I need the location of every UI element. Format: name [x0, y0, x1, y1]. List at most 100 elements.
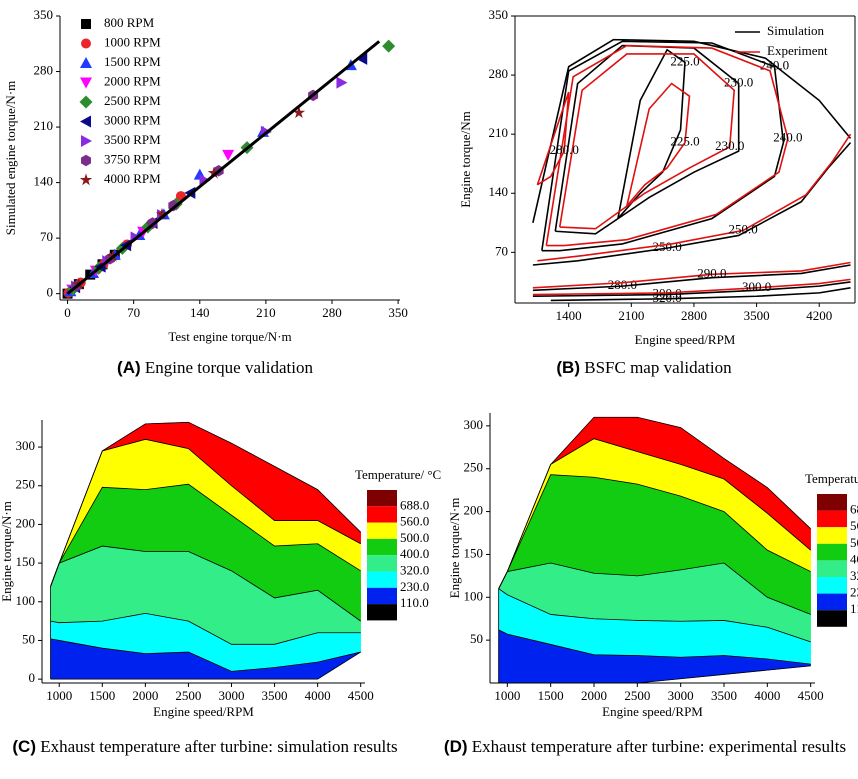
y-tick-label: 210 — [34, 118, 54, 133]
legend-label: Simulation — [767, 23, 825, 38]
legend-swatch — [367, 587, 397, 605]
legend-label: Experiment — [767, 43, 828, 58]
legend-marker — [80, 57, 92, 68]
x-tick-label: 2500 — [175, 688, 201, 703]
legend-label: 3000 RPM — [104, 112, 161, 127]
point — [222, 149, 235, 161]
x-tick-label: 1000 — [46, 688, 72, 703]
x-tick-label: 2100 — [618, 308, 644, 323]
band-boundary — [50, 638, 361, 672]
contour-label: 240.0 — [773, 129, 802, 144]
contour-label: 225.0 — [670, 53, 699, 68]
legend-level: 560.0 — [400, 514, 429, 529]
contour-label: 240.0 — [760, 58, 789, 73]
x-tick-label: 350 — [388, 305, 408, 320]
plot-area: 225.0230.0240.0250.0280.0300.0320.0225.0… — [532, 38, 852, 303]
legend-level: 688.0 — [400, 497, 429, 512]
x-axis-label: Engine speed/RPM — [635, 332, 736, 347]
contour-label: 230.0 — [724, 75, 753, 90]
legend-label: 800 RPM — [104, 15, 155, 30]
legend-label: 4000 RPM — [104, 171, 161, 186]
legend-marker — [80, 77, 92, 89]
contour-label: 250.0 — [729, 221, 758, 236]
x-axis-label: Test engine torque/N·m — [168, 329, 291, 344]
legend-swatch — [367, 506, 397, 523]
caption-label: (B) — [556, 358, 580, 377]
contour-line — [626, 82, 691, 207]
point — [155, 207, 169, 220]
x-tick-label: 1000 — [494, 688, 520, 703]
y-tick-label: 350 — [489, 7, 509, 22]
contour-line — [532, 142, 852, 266]
x-axis-label: Engine speed/RPM — [153, 704, 254, 719]
contour-label: 280.0 — [550, 142, 579, 157]
legend-title: Temperature/ °C — [805, 471, 858, 486]
legend-level: 400.0 — [400, 546, 429, 561]
y-tick-label: 100 — [16, 593, 36, 608]
y-axis-label: Simulated engine torque/N·m — [3, 81, 18, 236]
caption: (A) Engine torque validation — [0, 358, 430, 378]
contour-line — [550, 287, 851, 302]
caption-text: Exhaust temperature after turbine: exper… — [471, 737, 847, 756]
x-tick-label: 2000 — [132, 688, 158, 703]
x-tick-label: 280 — [322, 305, 342, 320]
y-tick-label: 350 — [34, 7, 54, 22]
point — [207, 166, 221, 179]
x-tick-label: 4200 — [806, 308, 832, 323]
legend-label: 2500 RPM — [104, 93, 161, 108]
legend-swatch — [817, 593, 847, 611]
legend-label: 1500 RPM — [104, 54, 161, 69]
x-tick-label: 2000 — [581, 688, 607, 703]
point — [382, 39, 396, 53]
y-tick-label: 140 — [489, 184, 509, 199]
legend-swatch — [367, 490, 397, 507]
x-tick-label: 4500 — [798, 688, 824, 703]
contour-line — [558, 53, 736, 230]
band-boundary — [50, 612, 361, 645]
contour-line — [537, 133, 852, 262]
legend-level: 230.0 — [400, 579, 429, 594]
band-boundary — [498, 629, 811, 665]
legend-swatch — [817, 610, 847, 627]
legend-level: 688.0 — [850, 502, 858, 517]
contour-line — [541, 40, 785, 252]
y-axis-label: Engine torque/Nm — [458, 111, 473, 207]
legend-swatch — [367, 538, 397, 556]
y-tick-label: 150 — [16, 554, 36, 569]
contour-label: 280.0 — [608, 277, 637, 292]
y-tick-label: 0 — [47, 285, 54, 300]
contour-line — [532, 261, 851, 289]
band-boundary — [50, 421, 361, 587]
legend-swatch — [817, 494, 847, 511]
caption-label: (A) — [117, 358, 141, 377]
x-tick-label: 2800 — [681, 308, 707, 323]
legend-marker — [80, 115, 91, 128]
y-tick-label: 200 — [16, 515, 36, 530]
legend-marker — [79, 95, 93, 109]
legend-swatch — [367, 555, 397, 572]
legend-swatch — [817, 527, 847, 544]
contour-label: 225.0 — [670, 134, 699, 149]
legend-label: 1000 RPM — [104, 34, 161, 49]
contour-line — [532, 38, 852, 223]
contour-label: 230.0 — [715, 138, 744, 153]
x-tick-label: 1400 — [556, 308, 582, 323]
contour-line — [532, 264, 851, 292]
legend-level: 230.0 — [850, 585, 858, 600]
caption: (B) BSFC map validation — [430, 358, 858, 378]
contour-line — [532, 278, 851, 296]
x-axis-label: Engine speed/RPM — [602, 704, 703, 719]
legend-marker — [81, 38, 91, 49]
x-tick-label: 3500 — [744, 308, 770, 323]
contour-line — [545, 44, 789, 247]
x-tick-label: 4500 — [348, 688, 374, 703]
y-tick-label: 210 — [489, 125, 509, 140]
caption-text: Exhaust temperature after turbine: simul… — [40, 737, 398, 756]
caption-text: BSFC map validation — [584, 358, 732, 377]
legend-swatch — [367, 604, 397, 621]
legend-swatch — [817, 543, 847, 561]
band-boundary — [498, 474, 811, 589]
legend-swatch — [817, 560, 847, 577]
legend-level: 400.0 — [850, 551, 858, 566]
